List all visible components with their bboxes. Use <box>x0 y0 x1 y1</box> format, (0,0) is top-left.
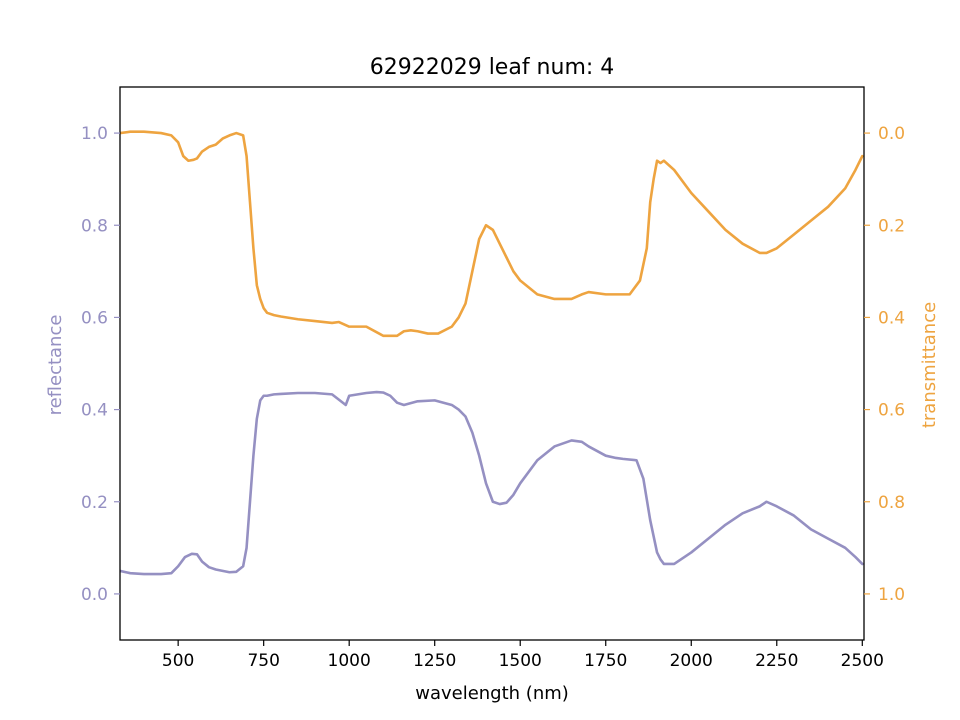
right-y-tick-label: 0.2 <box>878 216 905 236</box>
x-tick-label: 2250 <box>755 651 798 671</box>
plot-area <box>120 130 864 576</box>
plot-frame <box>119 86 865 641</box>
right-y-tick-label: 0.0 <box>878 124 905 144</box>
transmittance-series-line <box>120 130 864 338</box>
left-y-tick-label: 0.6 <box>81 308 108 328</box>
left-y-tick-label: 0.0 <box>81 585 108 605</box>
x-tick-label: 1500 <box>499 651 542 671</box>
right-y-axis-label: transmittance <box>919 302 940 428</box>
left-y-axis-label: reflectance <box>45 315 66 416</box>
x-tick-label: 1000 <box>328 651 371 671</box>
x-tick-label: 2000 <box>670 651 713 671</box>
right-y-tick-label: 0.6 <box>878 401 905 421</box>
left-y-tick-label: 0.8 <box>81 216 108 236</box>
chart-title: 62922029 leaf num: 4 <box>370 55 615 80</box>
left-y-tick-label: 0.2 <box>81 493 108 513</box>
x-tick-label: 1250 <box>413 651 456 671</box>
x-tick-label: 500 <box>162 651 194 671</box>
x-tick-label: 1750 <box>584 651 627 671</box>
left-y-tick-label: 1.0 <box>81 124 108 144</box>
right-y-tick-label: 0.4 <box>878 308 905 328</box>
reflectance-series-line <box>120 390 864 576</box>
right-y-tick-label: 1.0 <box>878 585 905 605</box>
x-tick-label: 750 <box>247 651 279 671</box>
right-y-tick-label: 0.8 <box>878 493 905 513</box>
left-y-tick-label: 0.4 <box>81 401 108 421</box>
x-tick-label: 2500 <box>841 651 884 671</box>
x-axis-label: wavelength (nm) <box>415 683 569 704</box>
axes: 500 750 1000 1250 1500 1750 2000 2250 2500 0.0 0.2… <box>81 86 905 671</box>
